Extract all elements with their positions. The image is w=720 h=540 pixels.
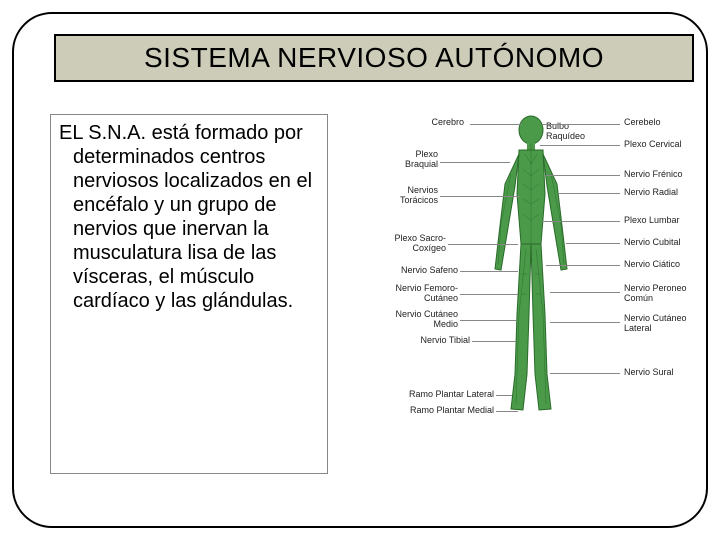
leader-line	[550, 322, 620, 323]
leader-line	[472, 341, 516, 342]
leader-line	[460, 294, 518, 295]
leader-line	[558, 193, 620, 194]
label-nervio-tibial: Nervio Tibial	[420, 336, 470, 346]
label-plexo-braquial: Plexo Braquial	[382, 150, 438, 170]
nervous-system-diagram: Cerebro Plexo Braquial Nervios Torácicos…	[336, 110, 716, 490]
label-plexo-cervical: Plexo Cervical	[624, 140, 682, 150]
title-box: SISTEMA NERVIOSO AUTÓNOMO	[54, 34, 694, 82]
label-nervio-safeno: Nervio Safeno	[401, 266, 458, 276]
leader-line	[448, 244, 518, 245]
leader-line	[542, 124, 620, 125]
label-ramo-plantar-med: Ramo Plantar Medial	[410, 406, 494, 416]
label-cutaneo-lateral: Nervio Cutáneo Lateral	[624, 314, 704, 334]
leader-line	[460, 320, 516, 321]
leader-line	[440, 196, 520, 197]
human-body-icon	[481, 114, 581, 414]
label-cerebelo: Cerebelo	[624, 118, 661, 128]
label-cerebro: Cerebro	[431, 118, 464, 128]
label-nervio-ciatico: Nervio Ciático	[624, 260, 680, 270]
label-ramo-plantar-lat: Ramo Plantar Lateral	[409, 390, 494, 400]
label-nervio-frenico: Nervio Frénico	[624, 170, 683, 180]
leader-line	[540, 145, 620, 146]
label-plexo-sacro: Plexo Sacro-Coxígeo	[366, 234, 446, 254]
leader-line	[542, 221, 620, 222]
slide-frame: SISTEMA NERVIOSO AUTÓNOMO EL S.N.A. está…	[12, 12, 708, 528]
leader-line	[470, 124, 522, 125]
slide-title: SISTEMA NERVIOSO AUTÓNOMO	[144, 42, 604, 74]
leader-line	[496, 395, 512, 396]
leader-line	[496, 411, 518, 412]
label-cutaneo-medio: Nervio Cutáneo Medio	[380, 310, 458, 330]
label-nervios-toracicos: Nervios Torácicos	[378, 186, 438, 206]
leader-line	[440, 162, 510, 163]
leader-line	[460, 271, 518, 272]
leader-line	[550, 373, 620, 374]
leader-line	[546, 265, 620, 266]
label-nervio-radial: Nervio Radial	[624, 188, 678, 198]
leader-line	[550, 292, 620, 293]
label-plexo-lumbar: Plexo Lumbar	[624, 216, 680, 226]
label-nervio-peroneo: Nervio Peroneo Común	[624, 284, 704, 304]
label-nervio-sural: Nervio Sural	[624, 368, 674, 378]
body-paragraph: EL S.N.A. está formado por determinados …	[59, 121, 317, 313]
body-text-box: EL S.N.A. está formado por determinados …	[50, 114, 328, 474]
label-femoro-cutaneo: Nervio Femoro-Cutáneo	[380, 284, 458, 304]
label-nervio-cubital: Nervio Cubital	[624, 238, 681, 248]
leader-line	[546, 175, 620, 176]
leader-line	[566, 243, 620, 244]
